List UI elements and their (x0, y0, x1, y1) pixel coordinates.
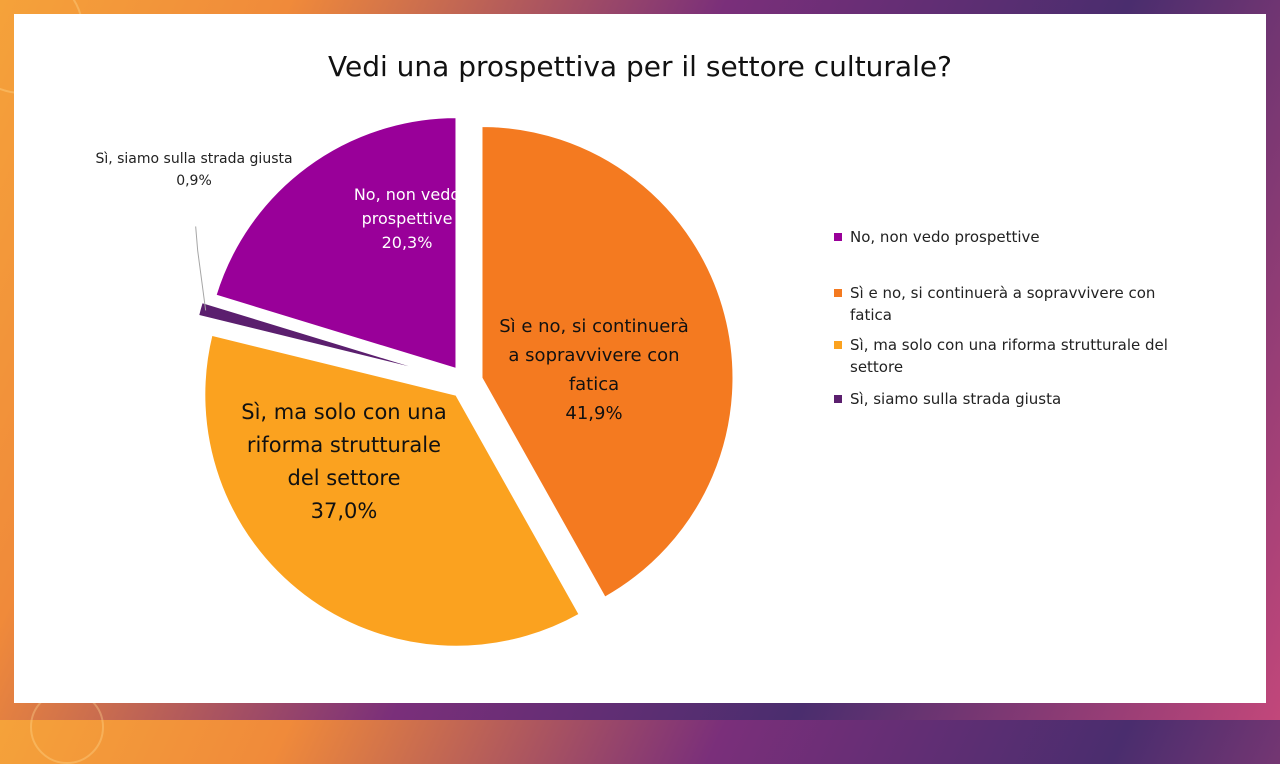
pie-slice (196, 300, 444, 377)
slide-canvas: Vedi una prospettiva per il settore cult… (14, 14, 1266, 703)
legend-label: Sì e no, si continuerà a sopravvivere co… (850, 284, 1156, 324)
legend-label: No, non vedo prospettive (850, 228, 1040, 246)
slice-data-label: No, non vedo prospettive 20,3% (354, 185, 460, 252)
pie-slice (480, 124, 735, 600)
legend-swatch (834, 341, 842, 349)
pie-slice (214, 116, 458, 371)
chart-title: Vedi una prospettiva per il settore cult… (328, 50, 952, 83)
pie-chart: Sì e no, si continuerà a sopravvivere con… (95, 116, 735, 648)
legend-label: Sì, siamo sulla strada giusta (850, 390, 1062, 408)
pie-slice (203, 333, 582, 648)
legend-swatch (834, 233, 842, 241)
legend-label: Sì, ma solo con una riforma strutturale … (850, 336, 1168, 376)
slice-data-label: Sì e no, si continuerà a sopravvivere con… (499, 316, 689, 424)
legend-swatch (834, 289, 842, 297)
slice-data-label: Sì, ma solo con una riforma strutturale de… (241, 400, 447, 523)
slice-data-label: Sì, siamo sulla strada giusta 0,9% (95, 151, 292, 189)
leader-line (195, 226, 207, 311)
legend-swatch (834, 395, 842, 403)
